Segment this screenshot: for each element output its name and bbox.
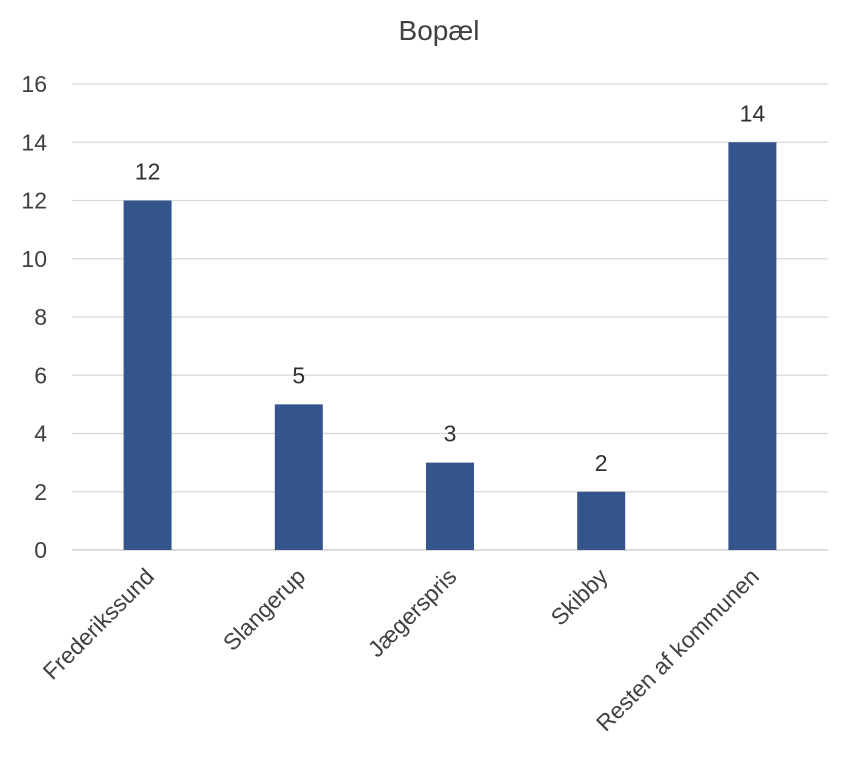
bar-slangerup xyxy=(274,404,323,550)
y-tick-label: 14 xyxy=(21,129,47,155)
y-tick-label: 12 xyxy=(21,188,47,214)
y-axis-ticks: 0 2 4 6 8 10 12 14 16 xyxy=(21,71,47,563)
x-tick-label: Jægerspris xyxy=(363,563,462,662)
data-labels: 12 5 3 2 14 xyxy=(135,100,766,476)
bar-resten-af-kommunen xyxy=(728,142,777,550)
gridlines xyxy=(72,83,828,551)
y-tick-label: 6 xyxy=(34,362,47,388)
chart-title: Bopæl xyxy=(399,15,480,46)
y-tick-label: 8 xyxy=(34,304,47,330)
y-tick-label: 0 xyxy=(34,537,47,563)
bar-jægerspris xyxy=(426,462,474,550)
x-tick-label: Resten af kommunen xyxy=(591,563,764,736)
y-tick-label: 16 xyxy=(21,71,47,97)
bar-frederikssund xyxy=(123,200,172,550)
data-label: 14 xyxy=(740,100,766,126)
data-label: 3 xyxy=(444,421,457,447)
x-axis-ticks: Frederikssund Slangerup Jægerspris SkibbyRe… xyxy=(38,563,764,736)
bar-skibby xyxy=(577,491,626,550)
x-tick-label: Frederikssund xyxy=(38,563,159,684)
data-label: 5 xyxy=(292,362,305,388)
y-tick-label: 2 xyxy=(34,479,47,505)
data-label: 12 xyxy=(135,159,161,185)
data-label: 2 xyxy=(595,450,608,476)
y-tick-label: 4 xyxy=(34,421,47,447)
x-tick-label: Slangerup xyxy=(218,563,311,656)
y-tick-label: 10 xyxy=(21,246,47,272)
bars xyxy=(123,142,777,550)
x-tick-label: Skibby xyxy=(546,563,614,631)
